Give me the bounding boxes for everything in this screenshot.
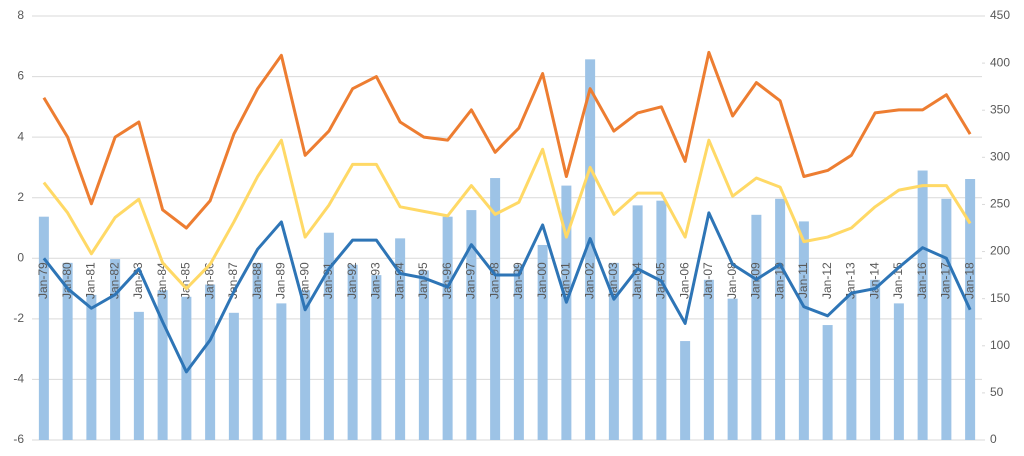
line xyxy=(42,50,972,230)
bar xyxy=(703,279,714,440)
y-tick-label: -4 xyxy=(13,372,24,386)
bar xyxy=(252,262,263,440)
y-tick-label: -2 xyxy=(13,311,24,325)
bar xyxy=(86,294,97,440)
bar xyxy=(608,262,619,440)
y-tick-label: 6 xyxy=(17,69,24,83)
x-tick-label: Jan-14 xyxy=(867,262,881,299)
y2-tick-label: 350 xyxy=(990,102,1010,116)
bar xyxy=(822,325,833,440)
line xyxy=(42,138,972,291)
x-tick-label: Jan-93 xyxy=(369,262,383,299)
y-tick-label: 0 xyxy=(17,250,24,264)
bar xyxy=(323,232,334,440)
y-tick-label: 4 xyxy=(17,129,24,143)
bar xyxy=(300,290,311,440)
bar xyxy=(276,303,287,440)
bar xyxy=(680,341,691,440)
x-tick-label: Jan-88 xyxy=(250,262,264,299)
bar xyxy=(466,210,477,440)
y2-tick-label: 450 xyxy=(990,8,1010,22)
y2-tick-label: 0 xyxy=(990,432,997,446)
x-tick-label: Jan-13 xyxy=(844,262,858,299)
x-tick-label: Jan-79 xyxy=(36,262,50,299)
x-tick-label: Jan-11 xyxy=(796,262,810,298)
x-tick-label: Jan-18 xyxy=(962,262,976,299)
x-tick-label: Jan-97 xyxy=(464,262,478,299)
bar xyxy=(632,205,643,440)
bar xyxy=(110,259,121,440)
bar xyxy=(442,216,453,440)
bar xyxy=(727,298,738,440)
bar xyxy=(870,279,881,440)
y-tick-label: -6 xyxy=(13,432,24,446)
y-tick-label: 8 xyxy=(17,8,24,22)
bar xyxy=(62,262,73,440)
bar xyxy=(205,284,216,440)
bar xyxy=(775,198,786,440)
bar xyxy=(893,303,904,440)
bar xyxy=(941,198,952,440)
x-tick-label: Jan-95 xyxy=(416,262,430,299)
bar xyxy=(490,178,501,440)
x-tick-label: Jan-81 xyxy=(84,262,98,299)
bar xyxy=(751,214,762,440)
x-tick-label: Jan-84 xyxy=(155,262,169,299)
bar xyxy=(513,264,524,440)
bar xyxy=(157,290,168,440)
x-tick-label: Jan-85 xyxy=(179,262,193,299)
x-tick-label: Jan-94 xyxy=(392,262,406,299)
x-tick-label: Jan-07 xyxy=(701,262,715,299)
bar xyxy=(347,264,358,440)
x-tick-label: Jan-17 xyxy=(939,262,953,299)
x-tick-label: Jan-86 xyxy=(202,262,216,299)
bar xyxy=(537,244,548,440)
x-tick-label: Jan-06 xyxy=(677,262,691,299)
x-tick-label: Jan-96 xyxy=(440,262,454,299)
bar xyxy=(846,293,857,440)
x-tick-label: Jan-08 xyxy=(725,262,739,299)
bar xyxy=(585,59,596,440)
y2-tick-label: 200 xyxy=(990,244,1010,258)
bar xyxy=(798,221,809,440)
y2-tick-label: 50 xyxy=(990,385,1004,399)
x-tick-label: Jan-04 xyxy=(630,262,644,299)
bar xyxy=(395,238,406,440)
bar xyxy=(917,170,928,440)
bar xyxy=(561,185,572,440)
x-tick-label: Jan-00 xyxy=(535,262,549,299)
x-tick-label: Jan-02 xyxy=(582,262,596,299)
y2-tick-label: 300 xyxy=(990,150,1010,164)
bar xyxy=(418,270,429,440)
x-tick-label: Jan-89 xyxy=(274,262,288,299)
y2-tick-label: 150 xyxy=(990,291,1010,305)
x-tick-label: Jan-91 xyxy=(321,262,335,299)
y2-tick-label: 400 xyxy=(990,55,1010,69)
y2-tick-label: 100 xyxy=(990,338,1010,352)
bar xyxy=(656,200,667,440)
bar xyxy=(38,216,49,440)
x-tick-label: Jan-92 xyxy=(345,262,359,299)
y-tick-label: 2 xyxy=(17,190,24,204)
bar xyxy=(133,311,144,440)
y2-tick-label: 250 xyxy=(990,197,1010,211)
x-tick-label: Jan-12 xyxy=(820,262,834,299)
bar xyxy=(228,312,239,440)
bar xyxy=(371,275,382,440)
line xyxy=(42,211,972,374)
x-tick-label: Jan-16 xyxy=(915,262,929,299)
